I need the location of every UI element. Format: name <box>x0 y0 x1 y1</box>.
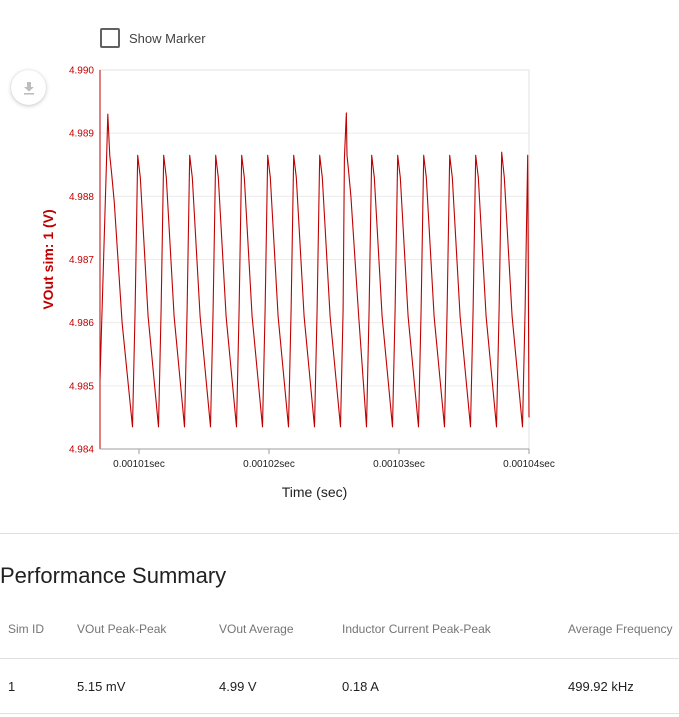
col-header-vout-average: VOut Average <box>219 622 294 636</box>
y-tick-label: 4.984 <box>69 445 94 456</box>
y-tick-label: 4.989 <box>69 129 94 140</box>
y-tick-label: 4.990 <box>69 66 94 77</box>
table-row: 1 5.15 mV 4.99 V 0.18 A 499.92 kHz <box>0 658 679 714</box>
col-header-sim-id: Sim ID <box>8 622 44 636</box>
performance-summary-title: Performance Summary <box>0 563 227 588</box>
x-axis: 0.00101sec 0.00102sec 0.00103sec 0.00104sec <box>100 448 555 470</box>
chart-grid <box>100 69 529 450</box>
x-tick-label: 0.00102sec <box>243 459 295 470</box>
cell-sim-id: 1 <box>0 658 77 714</box>
y-tick-label: 4.986 <box>69 318 94 329</box>
vout-series-line <box>99 112 530 428</box>
x-tick-label: 0.00101sec <box>113 459 165 470</box>
vout-chart: 4.984 4.985 4.986 4.987 4.988 4.989 4.990 0.00… <box>40 66 555 501</box>
col-header-vout-peak-peak: VOut Peak-Peak <box>77 622 167 636</box>
show-marker-label: Show Marker <box>129 30 206 46</box>
x-tick-label: 0.00104sec <box>503 459 555 470</box>
cell-average-frequency: 499.92 kHz <box>568 658 679 714</box>
cell-vout-average: 4.99 V <box>219 658 342 714</box>
col-header-average-frequency: Average Frequency <box>568 622 673 636</box>
x-tick-label: 0.00103sec <box>373 459 425 470</box>
cell-inductor-current: 0.18 A <box>342 658 568 714</box>
download-icon <box>23 81 34 95</box>
performance-summary-table: Sim ID VOut Peak-Peak VOut Average Induc… <box>0 600 679 714</box>
y-axis: 4.984 4.985 4.986 4.987 4.988 4.989 4.990 <box>69 66 101 456</box>
x-axis-title: Time (sec) <box>282 484 348 500</box>
col-header-inductor-current: Inductor Current Peak-Peak <box>342 622 491 636</box>
download-button[interactable] <box>11 70 46 105</box>
table-header-row: Sim ID VOut Peak-Peak VOut Average Induc… <box>0 600 679 659</box>
show-marker-checkbox[interactable] <box>100 28 120 48</box>
y-tick-label: 4.987 <box>69 255 94 266</box>
show-marker-toggle[interactable]: Show Marker <box>100 28 206 48</box>
y-tick-label: 4.985 <box>69 381 94 392</box>
cell-vout-peak-peak: 5.15 mV <box>77 658 219 714</box>
y-tick-label: 4.988 <box>69 192 94 203</box>
section-divider <box>0 533 679 534</box>
y-axis-title: VOut sim: 1 (V) <box>40 209 56 309</box>
